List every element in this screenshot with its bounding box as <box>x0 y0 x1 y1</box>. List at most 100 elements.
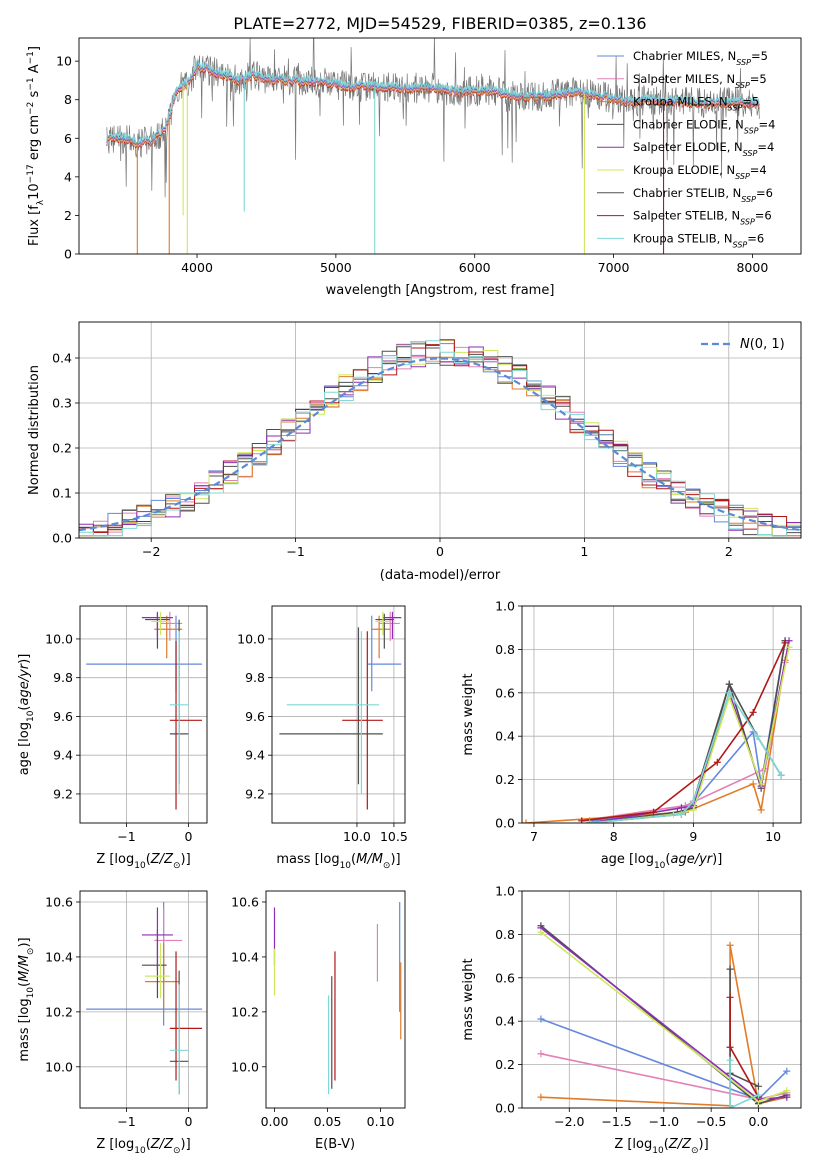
y-tick-label: 0.0 <box>495 816 515 831</box>
y-tick-label: 0.4 <box>495 729 515 744</box>
weight-line <box>589 690 782 823</box>
legend-label: Kroupa ELODIE, NSSP=4 <box>633 163 767 181</box>
x-tick-label: 5000 <box>320 260 352 275</box>
y-tick-label: 10.2 <box>45 1004 73 1019</box>
y-tick-label: 9.4 <box>245 748 265 763</box>
x-tick-label: 7 <box>530 829 538 844</box>
mass_vs_Z-axes: −1 0 10.0 10.2 10.4 10.6 Z [log10(Z/Z⊙)] mass [… <box>17 890 208 1156</box>
weight-marker <box>754 1091 762 1099</box>
y-tick-label: 0.3 <box>52 396 72 411</box>
y-tick-label: 1.0 <box>495 599 515 614</box>
x-tick-label: 0.05 <box>314 1114 342 1129</box>
y-axis-label: age [log10(age/yr)] <box>17 654 36 776</box>
weight-marker <box>537 1015 545 1023</box>
weight-marker <box>681 802 689 810</box>
x-tick-label: 4000 <box>181 260 213 275</box>
weight-marker <box>726 993 734 1001</box>
legend-label: Salpeter MILES, NSSP=5 <box>633 72 767 90</box>
y-tick-label: 2 <box>64 208 72 223</box>
y-tick-label: 1.0 <box>495 884 515 899</box>
x-tick-label: 7000 <box>598 260 630 275</box>
y-axis-label: Normed distribution <box>27 365 42 495</box>
y-tick-label: 10.4 <box>45 949 73 964</box>
x-tick-label: −1 <box>286 544 304 559</box>
x-tick-label: 0.0 <box>748 1114 768 1129</box>
legend-label: Chabrier STELIB, NSSP=6 <box>633 186 773 204</box>
y-tick-label: 0.4 <box>495 1014 515 1029</box>
y-tick-label: 10.0 <box>237 631 265 646</box>
plot-area <box>79 339 801 537</box>
x-tick-label: 1 <box>580 544 588 559</box>
x-tick-label: −1 <box>117 829 135 844</box>
legend: Chabrier MILES, NSSP=5 Salpeter MILES, NS… <box>597 49 775 249</box>
x-tick-label: 6000 <box>459 260 491 275</box>
x-axis-label: (data-model)/error <box>380 568 501 583</box>
y-tick-label: 0.0 <box>495 1101 515 1116</box>
weight-marker <box>749 708 757 716</box>
weight-marker <box>725 689 733 697</box>
weight-marker <box>785 643 793 651</box>
y-tick-label: 10.0 <box>45 1059 73 1074</box>
weight-marker <box>677 804 685 812</box>
x-axis-label: wavelength [Angstrom, rest frame] <box>326 283 555 298</box>
x-tick-label: 10 <box>765 829 781 844</box>
x-axis-label: Z [log10(Z/Z⊙)] <box>96 852 190 871</box>
y-tick-label: 10 <box>56 54 72 69</box>
age_vs_Z-axes: −1 0 9.2 9.4 9.6 9.8 10.0 Z [log10(Z/Z⊙)] age [l… <box>17 605 208 871</box>
weight-marker <box>725 680 733 688</box>
y-tick-label: 0.2 <box>52 441 72 456</box>
y-tick-label: 0.4 <box>52 351 72 366</box>
plot-area <box>537 922 791 1108</box>
x-tick-label: 0.00 <box>261 1114 289 1129</box>
y-tick-label: 4 <box>64 169 72 184</box>
weight-marker <box>777 771 785 779</box>
weight-marker <box>726 1056 734 1064</box>
x-tick-label: −1 <box>117 1114 135 1129</box>
x-tick-label: 0.10 <box>367 1114 395 1129</box>
x-tick-label: 2 <box>725 544 733 559</box>
weight-marker <box>726 965 734 973</box>
axes-frame <box>78 321 802 539</box>
grid <box>80 891 207 1108</box>
y-axis-label: mass weight <box>461 673 476 755</box>
histogram-series <box>79 340 801 537</box>
grid <box>272 606 405 823</box>
x-tick-label: 0 <box>184 1114 192 1129</box>
residuals-axes: −2 −1 0 1 2 0.0 0.1 0.2 0.3 0.4 N(0, 1) (data-model… <box>27 321 802 583</box>
x-tick-label: −2 <box>142 544 160 559</box>
mass_weight_vs_Z-axes: −2.0 −1.5 −1.0 −0.5 0.0 0.0 0.2 0.4 0.6 0.8 1.0 Z [… <box>461 884 802 1156</box>
weight-marker <box>783 1087 791 1095</box>
x-tick-label: 10.0 <box>343 829 371 844</box>
axes-frame <box>78 37 802 255</box>
x-tick-label: 8000 <box>736 260 768 275</box>
x-tick-label: −1.0 <box>649 1114 679 1129</box>
legend-label: Chabrier ELODIE, NSSP=4 <box>633 117 775 135</box>
weight-marker <box>537 928 545 936</box>
y-tick-label: 9.2 <box>53 786 73 801</box>
plot-area <box>279 611 402 810</box>
y-tick-label: 10.0 <box>231 1059 259 1074</box>
x-tick-label: −2.0 <box>554 1114 584 1129</box>
y-axis-label: Flux [fλ10−17 erg cm−2 s−1 A−1] <box>26 46 46 246</box>
legend-label: Salpeter ELODIE, NSSP=4 <box>633 140 774 158</box>
weight-marker <box>754 1082 762 1090</box>
figure-title: PLATE=2772, MJD=54529, FIBERID=0385, z=0… <box>233 14 646 33</box>
histogram-series <box>79 343 801 530</box>
weight-marker <box>677 810 685 818</box>
y-tick-label: 9.4 <box>53 748 73 763</box>
x-tick-label: 0 <box>436 544 444 559</box>
weight-marker <box>586 819 594 823</box>
weight-marker <box>757 780 765 788</box>
weight-marker <box>726 941 734 949</box>
weight-marker <box>522 819 530 823</box>
plot-area <box>522 637 793 823</box>
mass_vs_ebv-axes: 0.00 0.05 0.10 10.0 10.2 10.4 10.6 E(B-V) <box>231 890 406 1152</box>
x-tick-label: 9 <box>689 829 697 844</box>
y-tick-label: 10.4 <box>231 949 259 964</box>
weight-marker <box>689 806 697 814</box>
weight-marker <box>650 808 658 816</box>
weight-marker <box>785 637 793 645</box>
y-tick-label: 10.6 <box>231 894 259 909</box>
x-axis-label: Z [log10(Z/Z⊙)] <box>96 1137 190 1156</box>
